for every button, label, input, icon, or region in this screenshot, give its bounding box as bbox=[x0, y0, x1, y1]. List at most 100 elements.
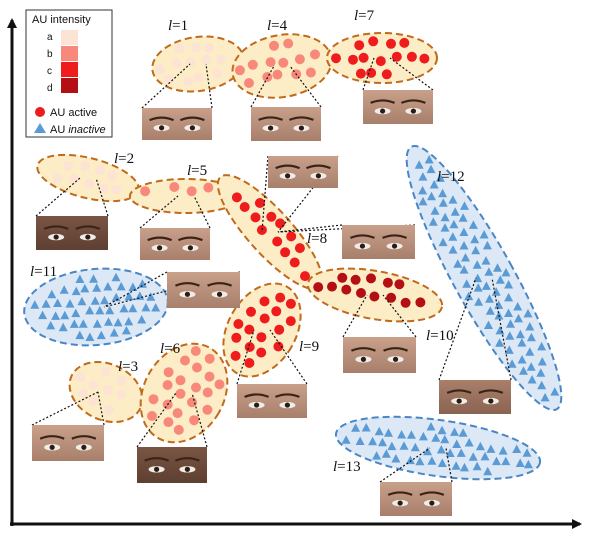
eye-photo-skin bbox=[36, 216, 108, 250]
cluster-7-point bbox=[366, 67, 377, 78]
cluster-12-point bbox=[527, 375, 537, 384]
eyebrow-icon bbox=[370, 99, 396, 104]
cluster-10-point bbox=[327, 281, 337, 292]
eyebrow-icon bbox=[351, 347, 376, 352]
cluster-13-point bbox=[351, 423, 361, 432]
cluster-12-point bbox=[519, 366, 528, 375]
cluster-9-label-eq: =9 bbox=[303, 339, 319, 355]
eye-photo-skin bbox=[142, 108, 212, 140]
cluster-12-point bbox=[450, 207, 460, 216]
cluster-11-point bbox=[124, 291, 134, 301]
face-connector bbox=[31, 391, 99, 426]
face-connector bbox=[342, 294, 368, 338]
eye-photo-skin bbox=[268, 156, 338, 188]
cluster-4 bbox=[231, 33, 333, 99]
cluster-7-label-l: l bbox=[354, 8, 358, 24]
eyebrow-icon bbox=[75, 225, 101, 230]
eyebrow-icon bbox=[274, 393, 300, 398]
cluster-6-point bbox=[175, 388, 186, 399]
cluster-3-point bbox=[104, 404, 115, 415]
cluster-12 bbox=[405, 145, 563, 411]
cluster-11-point bbox=[89, 274, 98, 283]
face-connector bbox=[136, 392, 177, 448]
cluster-11-point bbox=[124, 316, 134, 326]
cluster-12-point bbox=[459, 227, 469, 236]
face-connector bbox=[491, 277, 512, 381]
cluster-5-label: l=5 bbox=[187, 163, 207, 179]
cluster-1-point bbox=[190, 42, 201, 53]
cluster-3-point bbox=[102, 384, 113, 395]
cluster-10-point bbox=[394, 279, 405, 290]
cluster-12-point bbox=[501, 267, 511, 277]
cluster-8-point bbox=[272, 236, 283, 247]
cluster-8-point bbox=[254, 198, 265, 208]
cluster-11-point bbox=[116, 281, 126, 291]
cluster-11-point bbox=[65, 299, 75, 308]
cluster-8-point bbox=[294, 243, 305, 254]
cluster-13-label-l: l bbox=[333, 459, 337, 475]
legend-active-label: AU active bbox=[50, 107, 97, 119]
cluster-2-point bbox=[63, 160, 74, 171]
cluster-12-point bbox=[517, 338, 527, 347]
cluster-9-point bbox=[246, 306, 256, 317]
cluster-6-point bbox=[202, 404, 213, 415]
cluster-11-point bbox=[96, 330, 106, 340]
cluster-12-point bbox=[462, 279, 472, 288]
cluster-8-point bbox=[266, 211, 277, 222]
pupil-icon bbox=[456, 398, 462, 404]
cluster-13-point bbox=[368, 436, 378, 446]
cluster-11-point bbox=[146, 292, 156, 301]
cluster-8-point bbox=[239, 202, 250, 212]
legend-level-c-swatch bbox=[61, 62, 78, 77]
cluster-2-point bbox=[111, 184, 122, 195]
cluster-13-point bbox=[372, 451, 382, 460]
pupil-icon bbox=[184, 466, 190, 472]
cluster-2-point bbox=[84, 178, 95, 189]
cluster-12-point bbox=[491, 287, 501, 296]
cluster-1-label-l: l bbox=[168, 18, 172, 34]
cluster-10-point bbox=[415, 297, 426, 308]
cluster-12-point bbox=[468, 220, 478, 229]
eyebrow-icon bbox=[39, 435, 65, 440]
cluster-12-point bbox=[418, 185, 428, 195]
cluster-1-point bbox=[193, 72, 204, 83]
cluster-12-point bbox=[418, 196, 428, 206]
face-connector bbox=[95, 177, 109, 217]
legend-level-d-label: d bbox=[47, 83, 53, 94]
faces-layer bbox=[32, 90, 511, 516]
cluster-4-point bbox=[244, 78, 254, 88]
face-connector bbox=[277, 224, 343, 233]
cluster-7-point bbox=[331, 53, 341, 64]
cluster-12-point bbox=[513, 302, 523, 311]
cluster-13-point bbox=[355, 436, 365, 445]
legend-level-a-label: a bbox=[47, 32, 53, 43]
pupil-icon bbox=[285, 173, 291, 179]
pupil-icon bbox=[49, 444, 55, 450]
cluster-12-point bbox=[493, 263, 502, 272]
pupil-icon bbox=[380, 108, 386, 114]
legend-level-b-swatch bbox=[61, 46, 78, 61]
cluster-11-point bbox=[105, 305, 115, 315]
cluster-13-point bbox=[498, 446, 508, 455]
cluster-12-point bbox=[540, 392, 550, 402]
face-connector bbox=[445, 447, 453, 483]
cluster-5-label-l: l bbox=[187, 163, 191, 179]
cluster-13-point bbox=[468, 452, 478, 461]
cluster-13-point bbox=[418, 431, 428, 441]
cluster-11-label-eq: =11 bbox=[34, 264, 57, 280]
eye-photo-skin bbox=[439, 380, 511, 414]
cluster-6-point bbox=[163, 417, 174, 428]
cluster-12-point bbox=[458, 213, 468, 222]
cluster-6-point bbox=[163, 367, 174, 378]
cluster-12-point bbox=[438, 237, 448, 247]
cluster-12-point bbox=[474, 297, 484, 306]
cluster-1-point bbox=[171, 58, 182, 69]
cluster-4-label-l: l bbox=[267, 18, 271, 34]
cluster-12-point bbox=[485, 306, 495, 315]
cluster-9-point bbox=[244, 358, 255, 368]
cluster-11-point bbox=[137, 279, 147, 288]
cluster-13-point bbox=[522, 448, 532, 457]
cluster-10-label: l=10 bbox=[426, 328, 454, 344]
cluster-13-point bbox=[480, 451, 490, 461]
cluster-12-point bbox=[523, 308, 533, 318]
